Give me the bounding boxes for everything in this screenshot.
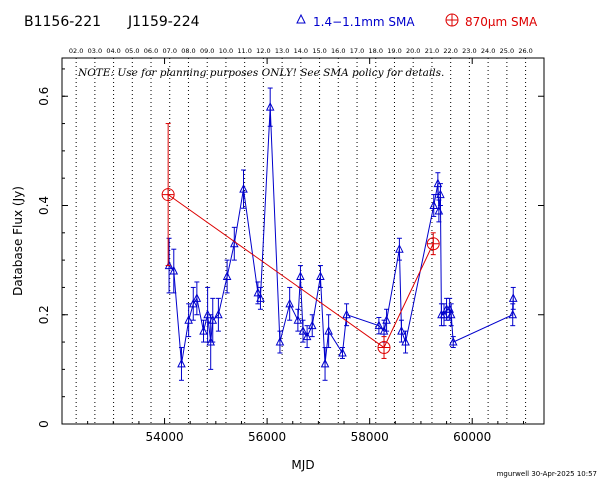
top-tick-label: 14.0 — [294, 47, 308, 55]
x-tick-label: 58000 — [351, 430, 389, 444]
data-point-cross — [162, 188, 175, 201]
top-tick-label: 25.0 — [500, 47, 514, 55]
data-point — [439, 309, 449, 319]
top-tick-label: 09.0 — [200, 47, 214, 55]
x-tick-label: 60000 — [453, 430, 491, 444]
data-point — [436, 189, 445, 199]
data-point — [298, 326, 308, 335]
data-point — [256, 293, 265, 302]
top-tick-label: 22.0 — [443, 47, 457, 55]
data-point — [434, 205, 444, 215]
top-tick-label: 05.0 — [125, 47, 139, 55]
data-point — [214, 309, 223, 319]
data-point — [316, 271, 325, 281]
top-tick-label: 08.0 — [181, 47, 195, 55]
top-tick-label: 15.0 — [312, 47, 326, 55]
data-point — [320, 358, 330, 368]
data-point — [239, 183, 248, 193]
top-tick-label: 17.0 — [350, 47, 364, 55]
data-point — [164, 260, 174, 270]
data-point — [296, 271, 305, 281]
legend-870: 870μm SMA — [445, 13, 538, 29]
data-point — [374, 320, 384, 330]
data-point — [338, 347, 347, 357]
data-point — [397, 326, 406, 335]
triangle-icon — [296, 13, 306, 24]
data-point — [379, 326, 389, 335]
data-point — [401, 336, 410, 346]
legend-870-label: 870μm SMA — [465, 15, 538, 29]
y-tick-label: 0.2 — [37, 305, 51, 324]
top-tick-label: 24.0 — [481, 47, 495, 55]
data-point-cross — [378, 341, 391, 354]
data-point — [253, 287, 263, 297]
top-tick-label: 16.0 — [331, 47, 345, 55]
y-tick-label: 0 — [37, 420, 51, 428]
data-point — [307, 320, 317, 330]
x-tick-label: 56000 — [248, 430, 286, 444]
top-tick-label: 10.0 — [219, 47, 233, 55]
top-tick-label: 02.0 — [69, 47, 83, 55]
x-tick-label: 54000 — [145, 430, 183, 444]
top-tick-label: 06.0 — [144, 47, 158, 55]
data-point — [302, 331, 312, 341]
legend-mm: 1.4−1.1mm SMA — [296, 13, 415, 29]
legend-mm-label: 1.4−1.1mm SMA — [313, 15, 415, 29]
footer-stamp: mgurwell 30-Apr-2025 10:57 — [497, 470, 597, 478]
data-point — [177, 358, 186, 368]
data-point — [203, 309, 212, 319]
top-tick-label: 11.0 — [237, 47, 251, 55]
data-point — [324, 326, 333, 335]
data-point — [429, 200, 439, 209]
top-tick-label: 26.0 — [518, 47, 532, 55]
data-point — [184, 315, 193, 324]
plot-frame — [61, 57, 545, 425]
top-tick-label: 12.0 — [256, 47, 270, 55]
top-tick-label: 20.0 — [406, 47, 420, 55]
data-series — [161, 87, 518, 381]
year-grid-lines — [75, 58, 527, 424]
top-tick-label: 23.0 — [462, 47, 476, 55]
data-point — [382, 315, 391, 324]
top-tick-label: 21.0 — [425, 47, 439, 55]
data-point — [192, 293, 202, 302]
top-tick-label: 18.0 — [369, 47, 383, 55]
note-text: NOTE: Use for planning purposes ONLY! Se… — [77, 67, 444, 79]
y-axis-label: Database Flux (Jy) — [11, 186, 25, 296]
data-point — [169, 265, 179, 275]
data-point — [199, 326, 208, 335]
data-point — [222, 271, 232, 281]
data-point — [508, 293, 518, 302]
top-tick-label: 19.0 — [387, 47, 401, 55]
data-point — [395, 244, 404, 253]
data-point — [275, 336, 285, 346]
source-name: B1156-221 — [24, 14, 101, 30]
data-point — [285, 298, 294, 308]
top-tick-label: 13.0 — [275, 47, 289, 55]
data-point — [188, 298, 198, 308]
y-tick-label: 0.4 — [37, 196, 51, 215]
data-point — [508, 309, 518, 319]
data-point — [342, 309, 351, 319]
axes: 02.0 03.0 04.0 05.0 06.0 07.0 08.0 09.0 10.0 11.0… — [37, 47, 544, 444]
data-point — [208, 315, 218, 324]
data-point — [446, 309, 456, 319]
top-tick-label: 03.0 — [88, 47, 102, 55]
data-point — [265, 102, 275, 111]
y-tick-label: 0.6 — [37, 87, 51, 106]
x-axis-label: MJD — [291, 458, 314, 472]
top-tick-label: 04.0 — [106, 47, 120, 55]
top-tick-label: 07.0 — [162, 47, 176, 55]
series-line — [168, 107, 514, 364]
data-point — [448, 336, 458, 346]
alt-source-name: J1159-224 — [127, 14, 200, 30]
data-point-cross — [427, 237, 440, 250]
data-point — [293, 315, 303, 324]
